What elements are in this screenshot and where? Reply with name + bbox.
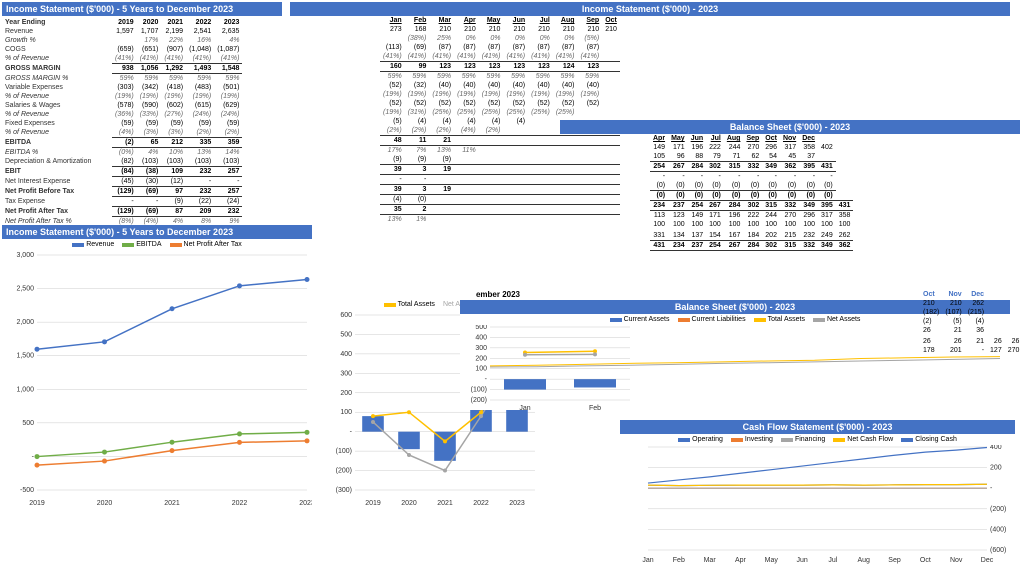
svg-text:Aug: Aug: [857, 557, 870, 564]
svg-text:(300): (300): [336, 487, 352, 494]
svg-text:Jul: Jul: [828, 557, 837, 564]
svg-text:200: 200: [990, 465, 1002, 472]
cashflow-legend: OperatingInvestingFinancingNet Cash Flow…: [620, 436, 1015, 443]
svg-text:2020: 2020: [401, 500, 417, 507]
svg-text:(600): (600): [990, 547, 1006, 554]
svg-text:300: 300: [340, 370, 352, 377]
svg-text:Sep: Sep: [888, 557, 901, 564]
svg-text:Nov: Nov: [950, 557, 963, 564]
svg-text:-: -: [485, 376, 488, 383]
svg-text:100: 100: [475, 366, 487, 373]
svg-text:1,000: 1,000: [16, 386, 34, 393]
income-5y-chart: Income Statement ($'000) - 5 Years to De…: [2, 225, 312, 525]
income-2023-title: Income Statement ($'000) - 2023: [290, 2, 1010, 16]
balance-5y-title-frag: ember 2023: [320, 290, 540, 299]
svg-text:2023: 2023: [299, 500, 312, 507]
svg-text:3,000: 3,000: [16, 252, 34, 259]
income-5y-panel: Income Statement ($'000) - 5 Years to De…: [2, 2, 282, 226]
svg-text:500: 500: [22, 420, 34, 427]
svg-text:(100): (100): [336, 448, 352, 455]
svg-text:Mar: Mar: [704, 557, 717, 564]
svg-text:Jan: Jan: [519, 405, 530, 412]
svg-text:2021: 2021: [437, 500, 453, 507]
svg-text:(200): (200): [336, 468, 352, 475]
svg-text:400: 400: [475, 334, 487, 341]
svg-text:(100): (100): [471, 387, 487, 394]
svg-text:200: 200: [475, 355, 487, 362]
svg-text:200: 200: [340, 390, 352, 397]
svg-text:-: -: [350, 429, 353, 436]
balance-2023-panel: Balance Sheet ($'000) - 2023 AprMayJunJu…: [560, 120, 1020, 251]
cashflow-chart: Cash Flow Statement ($'000) - 2023 Opera…: [620, 420, 1015, 570]
income-5y-table: Year Ending20192020202120222023Revenue1,…: [2, 16, 242, 226]
svg-text:400: 400: [990, 445, 1002, 451]
svg-text:(200): (200): [471, 397, 487, 404]
svg-text:(400): (400): [990, 526, 1006, 533]
svg-text:May: May: [765, 557, 779, 564]
svg-text:-: -: [990, 485, 993, 492]
svg-text:2,000: 2,000: [16, 319, 34, 326]
svg-text:Dec: Dec: [981, 557, 994, 564]
legend-total-assets: Total Assets: [384, 301, 435, 308]
svg-text:2019: 2019: [365, 500, 381, 507]
svg-text:-: -: [32, 453, 35, 460]
svg-text:Jan: Jan: [642, 557, 653, 564]
svg-text:2019: 2019: [29, 500, 45, 507]
income-5y-legend: RevenueEBITDANet Profit After Tax: [2, 241, 312, 248]
svg-text:2020: 2020: [97, 500, 113, 507]
svg-text:2023: 2023: [509, 500, 525, 507]
svg-text:2022: 2022: [232, 500, 248, 507]
svg-text:400: 400: [340, 351, 352, 358]
svg-text:Feb: Feb: [589, 405, 601, 412]
income-5y-chart-title: Income Statement ($'000) - 5 Years to De…: [2, 225, 312, 239]
svg-text:600: 600: [340, 312, 352, 319]
svg-text:Jun: Jun: [796, 557, 807, 564]
svg-text:(200): (200): [990, 506, 1006, 513]
balance-2023-title: Balance Sheet ($'000) - 2023: [560, 120, 1020, 134]
cashflow-title: Cash Flow Statement ($'000) - 2023: [620, 420, 1015, 434]
svg-text:500: 500: [475, 325, 487, 331]
svg-text:2022: 2022: [473, 500, 489, 507]
balance-2023-table: AprMayJunJulAugSepOctNovDec1491711962222…: [560, 134, 853, 251]
svg-text:100: 100: [340, 409, 352, 416]
balance-frag-cols: OctNovDec210210262(182)(107)(215)(2)(5)(…: [920, 290, 1020, 355]
svg-text:1,500: 1,500: [16, 353, 34, 360]
svg-text:Apr: Apr: [735, 557, 747, 564]
svg-text:2021: 2021: [164, 500, 180, 507]
svg-text:Oct: Oct: [920, 557, 931, 564]
svg-text:-500: -500: [20, 487, 34, 494]
svg-text:2,500: 2,500: [16, 286, 34, 293]
income-5y-title: Income Statement ($'000) - 5 Years to De…: [2, 2, 282, 16]
svg-text:500: 500: [340, 331, 352, 338]
svg-text:Feb: Feb: [673, 557, 685, 564]
svg-text:300: 300: [475, 345, 487, 352]
